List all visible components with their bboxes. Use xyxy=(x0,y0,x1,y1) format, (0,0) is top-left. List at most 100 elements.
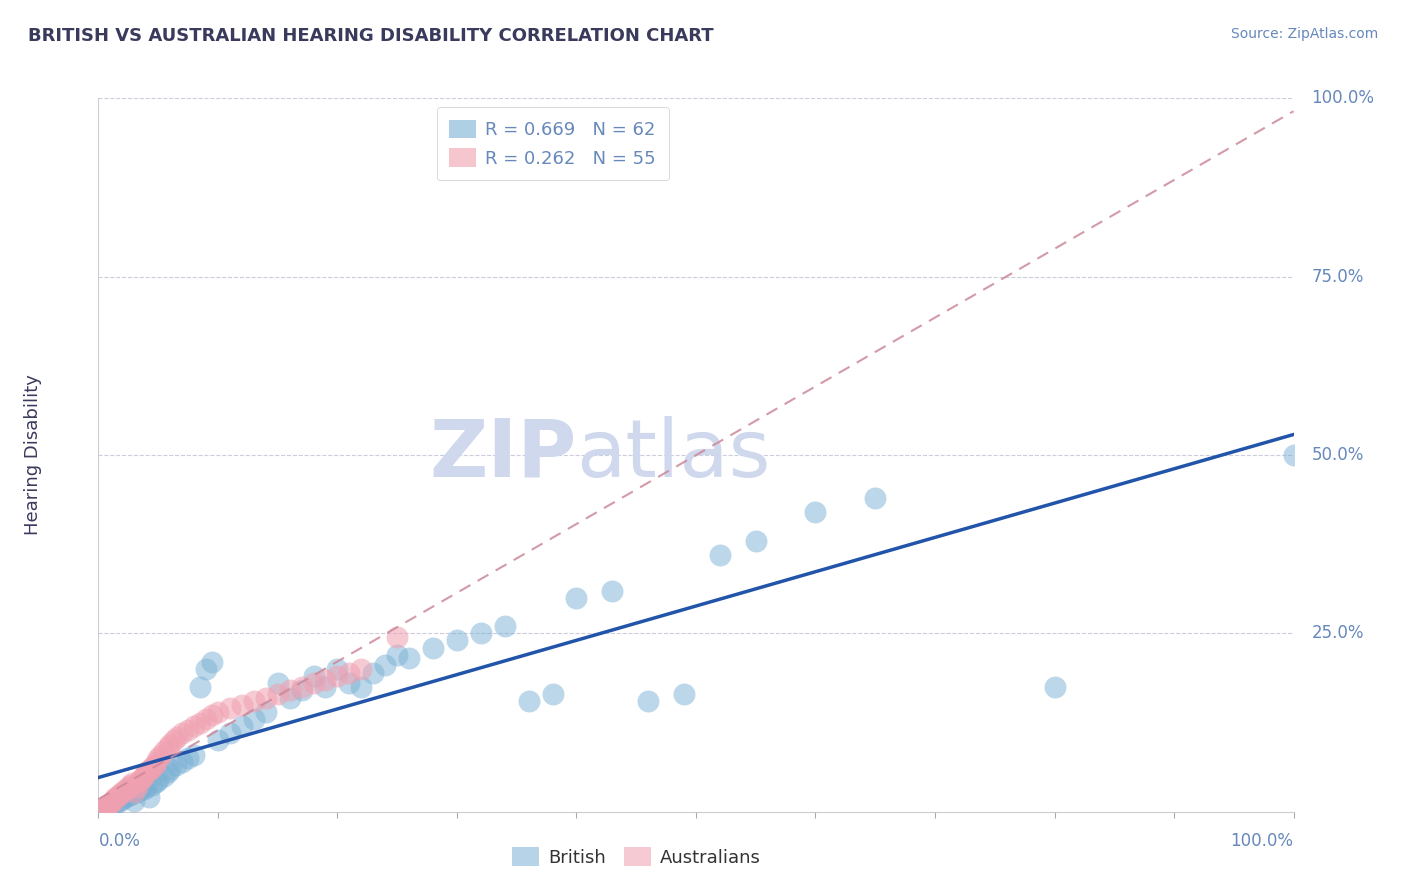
Point xyxy=(398,651,420,665)
Point xyxy=(194,712,217,726)
Point xyxy=(124,785,146,799)
Point xyxy=(135,765,157,780)
Text: 100.0%: 100.0% xyxy=(1312,89,1375,107)
Point xyxy=(243,694,266,708)
Point xyxy=(101,794,124,808)
Point xyxy=(254,690,277,705)
Point xyxy=(159,762,181,776)
Point xyxy=(105,790,128,805)
Point xyxy=(91,803,114,817)
Text: Source: ZipAtlas.com: Source: ZipAtlas.com xyxy=(1230,27,1378,41)
Point xyxy=(111,792,134,806)
Point xyxy=(177,723,200,737)
Point xyxy=(129,783,152,797)
Point xyxy=(188,680,211,694)
Point xyxy=(374,658,396,673)
Point xyxy=(96,799,118,814)
Point xyxy=(600,583,623,598)
Point xyxy=(201,655,224,669)
Point xyxy=(166,730,188,744)
Point xyxy=(494,619,516,633)
Point xyxy=(145,755,167,769)
Point xyxy=(446,633,468,648)
Point xyxy=(207,705,229,719)
Point xyxy=(278,683,301,698)
Point xyxy=(363,665,385,680)
Point xyxy=(177,751,200,765)
Point xyxy=(267,676,290,690)
Point xyxy=(1043,680,1066,694)
Point xyxy=(637,694,659,708)
Point xyxy=(517,694,540,708)
Point xyxy=(302,669,325,683)
Point xyxy=(145,774,167,789)
Point xyxy=(97,801,120,815)
Point xyxy=(326,669,349,683)
Point xyxy=(131,771,153,785)
Point xyxy=(132,781,155,796)
Point xyxy=(385,630,409,644)
Point xyxy=(148,772,170,787)
Point xyxy=(565,591,588,605)
Point xyxy=(93,801,115,815)
Point xyxy=(111,785,134,799)
Point xyxy=(138,764,160,778)
Point xyxy=(138,790,160,805)
Point xyxy=(350,680,373,694)
Point xyxy=(125,780,148,794)
Text: ZIP: ZIP xyxy=(429,416,576,494)
Point xyxy=(1282,448,1305,462)
Point xyxy=(132,769,155,783)
Point xyxy=(315,673,337,687)
Point xyxy=(128,774,150,789)
Text: 75.0%: 75.0% xyxy=(1312,268,1364,285)
Point xyxy=(745,533,768,548)
Point xyxy=(121,776,143,790)
Point xyxy=(219,726,242,740)
Point xyxy=(231,719,253,733)
Point xyxy=(114,790,136,805)
Point xyxy=(156,765,179,780)
Point xyxy=(108,794,131,808)
Point xyxy=(188,715,211,730)
Point xyxy=(115,781,138,796)
Text: atlas: atlas xyxy=(576,416,770,494)
Point xyxy=(159,737,181,751)
Point xyxy=(337,676,360,690)
Point xyxy=(107,789,129,803)
Point xyxy=(129,772,152,787)
Point xyxy=(231,698,253,712)
Point xyxy=(98,797,121,812)
Point xyxy=(98,799,122,814)
Text: 0.0%: 0.0% xyxy=(98,831,141,850)
Point xyxy=(125,785,148,799)
Point xyxy=(541,687,564,701)
Point xyxy=(470,626,492,640)
Legend: British, Australians: British, Australians xyxy=(505,840,768,874)
Point xyxy=(207,733,229,747)
Point xyxy=(156,740,179,755)
Point xyxy=(117,780,139,794)
Point xyxy=(141,778,163,792)
Text: 25.0%: 25.0% xyxy=(1312,624,1364,642)
Point xyxy=(254,705,277,719)
Point xyxy=(302,676,325,690)
Point xyxy=(183,719,205,733)
Point xyxy=(863,491,886,505)
Point xyxy=(385,648,409,662)
Text: Hearing Disability: Hearing Disability xyxy=(24,375,42,535)
Point xyxy=(153,769,176,783)
Point xyxy=(103,792,125,806)
Text: 50.0%: 50.0% xyxy=(1312,446,1364,464)
Point xyxy=(93,803,115,817)
Point xyxy=(139,762,162,776)
Point xyxy=(163,733,186,747)
Point xyxy=(124,794,146,808)
Point xyxy=(105,796,128,810)
Point xyxy=(149,747,172,762)
Point xyxy=(201,708,224,723)
Point xyxy=(172,755,194,769)
Point xyxy=(98,796,122,810)
Point xyxy=(165,758,187,772)
Point xyxy=(350,662,373,676)
